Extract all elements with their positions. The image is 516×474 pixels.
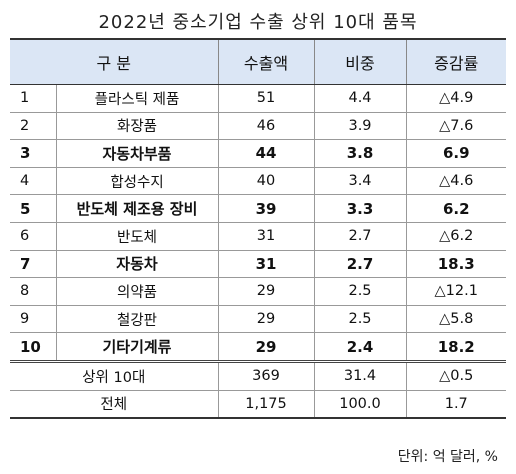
item-share: 3.3 <box>313 194 407 223</box>
item-amount: 29 <box>217 305 315 334</box>
table-row: 1 플라스틱 제품 51 4.4 △4.9 <box>10 84 506 113</box>
table-row: 6 반도체 31 2.7 △6.2 <box>10 222 506 251</box>
summary-growth: 1.7 <box>405 390 506 420</box>
table-row: 9 철강판 29 2.5 △5.8 <box>10 305 506 334</box>
item-amount: 31 <box>217 222 315 251</box>
summary-amount: 369 <box>217 361 315 391</box>
summary-row-total: 전체 1,175 100.0 1.7 <box>10 390 506 420</box>
item-growth: 6.2 <box>405 194 506 223</box>
item-amount: 29 <box>217 332 315 363</box>
item-name: 기타기계류 <box>55 332 219 363</box>
item-name: 반도체 <box>55 222 219 251</box>
item-name: 반도체 제조용 장비 <box>55 194 219 223</box>
item-amount: 44 <box>217 139 315 168</box>
table-row: 2 화장품 46 3.9 △7.6 <box>10 112 506 141</box>
item-share: 2.4 <box>313 332 407 363</box>
table-row: 7 자동차 31 2.7 18.3 <box>10 250 506 279</box>
item-growth: △4.9 <box>405 84 506 113</box>
item-share: 4.4 <box>313 84 407 113</box>
item-rank: 4 <box>10 167 57 196</box>
item-share: 2.5 <box>313 305 407 334</box>
table-row: 10 기타기계류 29 2.4 18.2 <box>10 332 506 363</box>
summary-share: 31.4 <box>313 361 407 391</box>
item-amount: 46 <box>217 112 315 141</box>
header-category: 구 분 <box>10 38 219 85</box>
summary-amount: 1,175 <box>217 390 315 420</box>
item-name: 자동차부품 <box>55 139 219 168</box>
table-title: 2022년 중소기업 수출 상위 10대 품목 <box>98 12 418 33</box>
item-rank: 1 <box>10 84 57 113</box>
item-share: 3.4 <box>313 167 407 196</box>
item-name: 철강판 <box>55 305 219 334</box>
item-growth: △5.8 <box>405 305 506 334</box>
item-share: 2.7 <box>313 222 407 251</box>
item-rank: 10 <box>10 332 57 363</box>
item-name: 의약품 <box>55 277 219 306</box>
item-growth: 18.3 <box>405 250 506 279</box>
item-rank: 8 <box>10 277 57 306</box>
table-row: 4 합성수지 40 3.4 △4.6 <box>10 167 506 196</box>
item-rank: 3 <box>10 139 57 168</box>
item-share: 3.8 <box>313 139 407 168</box>
item-amount: 40 <box>217 167 315 196</box>
summary-growth: △0.5 <box>405 361 506 391</box>
table-row: 8 의약품 29 2.5 △12.1 <box>10 277 506 306</box>
item-rank: 9 <box>10 305 57 334</box>
header-row: 구 분 수출액 비중 증감률 <box>10 38 506 85</box>
header-share: 비중 <box>313 38 407 85</box>
item-amount: 29 <box>217 277 315 306</box>
unit-note: 단위: 억 달러, % <box>397 449 498 465</box>
item-name: 플라스틱 제품 <box>55 84 219 113</box>
item-name: 화장품 <box>55 112 219 141</box>
item-growth: 6.9 <box>405 139 506 168</box>
item-growth: △4.6 <box>405 167 506 196</box>
header-amount: 수출액 <box>217 38 315 85</box>
item-share: 2.7 <box>313 250 407 279</box>
item-rank: 2 <box>10 112 57 141</box>
item-share: 3.9 <box>313 112 407 141</box>
item-amount: 51 <box>217 84 315 113</box>
item-amount: 39 <box>217 194 315 223</box>
item-growth: △12.1 <box>405 277 506 306</box>
item-amount: 31 <box>217 250 315 279</box>
item-growth: 18.2 <box>405 332 506 363</box>
export-items-table: 구 분 수출액 비중 증감률 1 플라스틱 제품 51 4.4 △4.9 2 화장품 46 3.… <box>10 38 506 420</box>
summary-label: 전체 <box>10 390 219 420</box>
item-rank: 5 <box>10 194 57 223</box>
item-name: 자동차 <box>55 250 219 279</box>
summary-label: 상위 10대 <box>10 361 219 391</box>
item-name: 합성수지 <box>55 167 219 196</box>
summary-row-top10: 상위 10대 369 31.4 △0.5 <box>10 361 506 391</box>
item-growth: △7.6 <box>405 112 506 141</box>
item-growth: △6.2 <box>405 222 506 251</box>
header-growth: 증감률 <box>405 38 506 85</box>
table-row: 5 반도체 제조용 장비 39 3.3 6.2 <box>10 194 506 223</box>
item-share: 2.5 <box>313 277 407 306</box>
item-rank: 7 <box>10 250 57 279</box>
summary-share: 100.0 <box>313 390 407 420</box>
table-row: 3 자동차부품 44 3.8 6.9 <box>10 139 506 168</box>
item-rank: 6 <box>10 222 57 251</box>
